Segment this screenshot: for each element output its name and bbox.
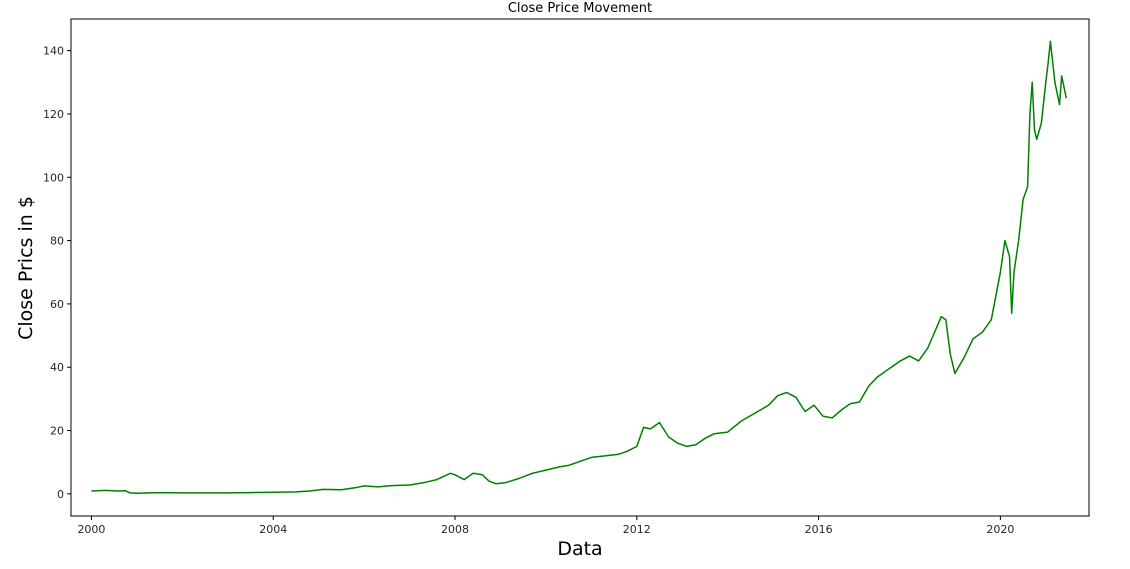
series-line-0	[91, 40, 1068, 494]
y-tick-label: 20	[50, 425, 64, 438]
y-axis-label: Close Prics in $	[15, 196, 37, 340]
plot-frame	[70, 18, 1090, 517]
x-axis-label: Data	[557, 538, 602, 560]
y-tick-label: 40	[50, 361, 64, 374]
plot-area: 2000 2004 2008 2012 2016 2020 0 20 40 60 80 100 120 1…	[43, 18, 1090, 536]
y-tick-label: 80	[50, 235, 64, 248]
y-tick-label: 0	[57, 488, 64, 501]
x-tick-label: 2012	[623, 523, 651, 536]
x-tick-label: 2016	[805, 523, 833, 536]
x-tick-label: 2004	[259, 523, 287, 536]
y-tick-label: 140	[43, 45, 64, 58]
chart-title: Close Price Movement	[508, 1, 652, 16]
x-tick-label: 2000	[77, 523, 105, 536]
y-tick-label: 120	[43, 108, 64, 121]
y-tick-label: 60	[50, 298, 64, 311]
y-tick-label: 100	[43, 171, 64, 184]
x-tick-label: 2008	[441, 523, 469, 536]
x-tick-label: 2020	[986, 523, 1014, 536]
